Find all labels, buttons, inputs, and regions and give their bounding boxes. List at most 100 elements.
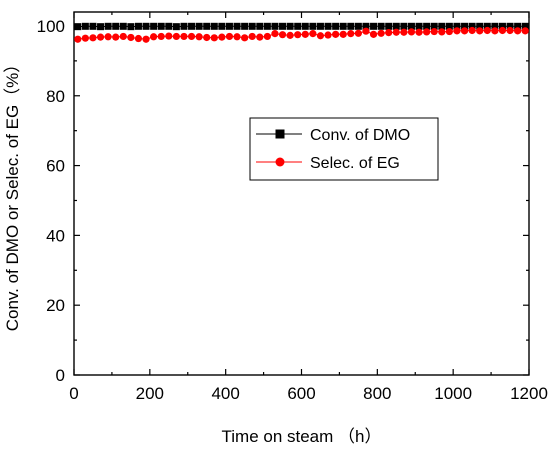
data-point-dmo (309, 22, 317, 30)
data-point-eg (241, 34, 249, 42)
data-point-dmo (483, 22, 491, 30)
data-point-eg (218, 33, 226, 41)
data-point-dmo (438, 22, 446, 30)
data-point-dmo (377, 22, 385, 30)
legend-box (249, 117, 439, 181)
data-point-eg (248, 32, 256, 41)
data-point-dmo (521, 22, 529, 30)
data-point-eg (203, 33, 211, 42)
data-point-eg (392, 28, 400, 36)
data-point-dmo (233, 22, 241, 30)
data-point-eg (423, 28, 431, 36)
data-point-eg (400, 28, 408, 36)
x-tick-label: 200 (136, 384, 164, 403)
data-point-eg (377, 29, 385, 37)
data-point-dmo (119, 22, 127, 30)
data-point-dmo (241, 22, 249, 30)
data-point-eg (81, 34, 89, 42)
data-point-eg (225, 32, 234, 41)
data-point-dmo (89, 22, 97, 30)
data-point-eg (407, 28, 416, 36)
data-point-dmo (332, 22, 340, 30)
data-point-dmo (286, 22, 294, 30)
data-point-dmo (134, 22, 142, 30)
data-point-eg (172, 32, 180, 41)
data-point-eg (271, 30, 279, 38)
data-point-eg (119, 32, 127, 41)
data-point-dmo (203, 22, 211, 30)
data-point-eg (385, 28, 393, 37)
plot-frame (73, 11, 530, 376)
data-point-eg (286, 31, 294, 39)
data-point-eg (195, 33, 203, 41)
data-point-dmo (324, 22, 332, 30)
data-point-dmo (370, 22, 378, 30)
data-point-eg (332, 30, 340, 38)
legend-label: Selec. of EG (310, 155, 400, 172)
data-point-eg (74, 35, 82, 43)
data-point-dmo (400, 22, 408, 30)
y-tick-label: 40 (46, 226, 65, 245)
x-tick-label: 0 (69, 384, 78, 403)
data-point-dmo (256, 22, 264, 30)
data-point-dmo (263, 22, 271, 30)
data-point-dmo (445, 22, 453, 30)
data-point-dmo (294, 22, 302, 30)
y-tick-label: 0 (56, 366, 65, 385)
data-point-dmo (461, 22, 469, 30)
y-axis-title: Conv. of DMO or Selec. of EG（%） (3, 56, 22, 332)
data-point-eg (112, 33, 120, 41)
data-point-eg (460, 27, 469, 35)
data-point-eg (104, 33, 112, 41)
y-tick-label: 80 (46, 87, 65, 106)
data-point-dmo (498, 22, 506, 30)
data-point-eg (142, 35, 150, 43)
data-point-dmo (172, 23, 180, 31)
data-point-eg (339, 30, 347, 38)
data-point-dmo (392, 22, 400, 30)
data-point-eg (180, 32, 188, 41)
data-point-dmo (506, 22, 514, 30)
x-tick-label: 800 (363, 384, 391, 403)
data-point-eg (263, 32, 271, 41)
x-tick-label: 400 (211, 384, 239, 403)
data-point-dmo (248, 22, 256, 30)
data-point-eg (506, 26, 514, 35)
data-point-eg (256, 33, 264, 41)
data-point-dmo (150, 22, 158, 30)
data-point-eg (316, 32, 325, 40)
data-point-dmo (112, 22, 120, 30)
data-point-eg (362, 27, 370, 35)
x-axis-title: Time on steam （h） (222, 427, 382, 446)
data-point-eg (415, 28, 423, 36)
y-tick-label: 100 (37, 17, 65, 36)
data-point-eg (491, 27, 499, 35)
data-point-eg (309, 30, 317, 38)
data-point-eg (476, 27, 484, 35)
data-point-dmo (127, 23, 135, 31)
data-point-dmo (423, 22, 431, 30)
data-point-eg (369, 30, 378, 38)
data-point-eg (165, 32, 173, 40)
data-point-dmo (468, 22, 476, 30)
data-point-dmo (407, 22, 415, 30)
data-point-eg (514, 27, 522, 35)
legend-marker-circle (275, 157, 285, 167)
data-point-eg (157, 32, 165, 41)
data-point-dmo (301, 22, 309, 30)
data-point-dmo (180, 22, 188, 30)
data-point-dmo (188, 22, 196, 30)
data-point-dmo (347, 22, 355, 30)
data-point-dmo (271, 22, 279, 30)
y-tick-label: 60 (46, 157, 65, 176)
data-point-eg (521, 27, 529, 35)
data-point-eg (354, 29, 362, 37)
data-point-eg (134, 34, 143, 43)
data-point-dmo (81, 22, 89, 30)
data-point-eg (468, 26, 476, 35)
data-point-dmo (97, 23, 105, 31)
data-point-eg (210, 34, 218, 42)
data-point-dmo (142, 22, 150, 30)
data-point-eg (233, 33, 241, 41)
